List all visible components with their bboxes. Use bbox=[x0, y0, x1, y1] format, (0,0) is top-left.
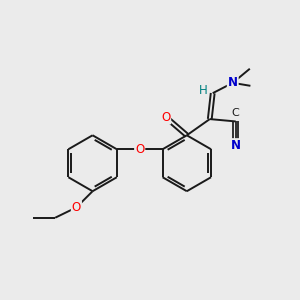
Text: H: H bbox=[199, 84, 208, 97]
Text: O: O bbox=[72, 201, 81, 214]
Text: O: O bbox=[135, 143, 144, 156]
Text: N: N bbox=[228, 76, 238, 89]
Text: C: C bbox=[231, 108, 239, 118]
Text: O: O bbox=[161, 110, 170, 124]
Text: N: N bbox=[231, 139, 241, 152]
